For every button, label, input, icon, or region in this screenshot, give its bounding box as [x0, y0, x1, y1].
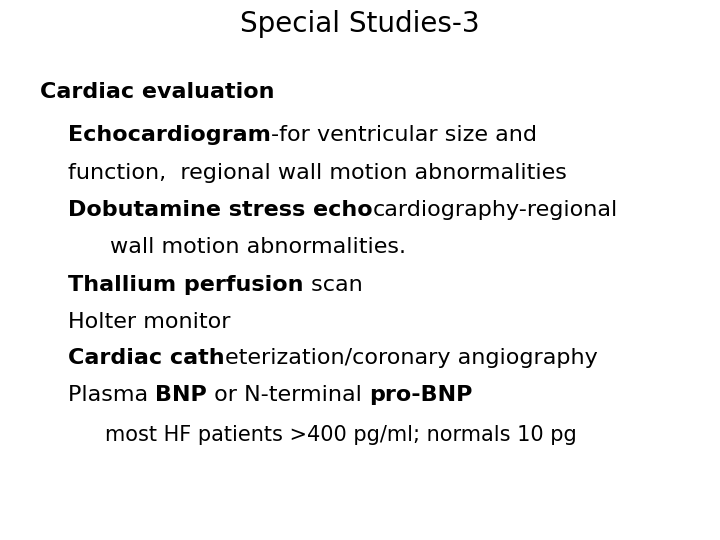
Text: most HF patients >400 pg/ml; normals 10 pg: most HF patients >400 pg/ml; normals 10 …: [105, 425, 577, 445]
Text: Holter monitor: Holter monitor: [68, 312, 230, 332]
Text: Special Studies-3: Special Studies-3: [240, 10, 480, 38]
Text: eterization/coronary angiography: eterization/coronary angiography: [225, 348, 598, 368]
Text: scan: scan: [304, 275, 362, 295]
Text: -for ventricular size and: -for ventricular size and: [271, 125, 537, 145]
Text: Plasma: Plasma: [68, 385, 156, 405]
Text: Cardiac cath: Cardiac cath: [68, 348, 225, 368]
Text: or N-terminal: or N-terminal: [207, 385, 369, 405]
Text: Dobutamine stress echo: Dobutamine stress echo: [68, 200, 373, 220]
Text: cardiography-regional: cardiography-regional: [373, 200, 618, 220]
Text: Cardiac evaluation: Cardiac evaluation: [40, 82, 274, 102]
Text: function,  regional wall motion abnormalities: function, regional wall motion abnormali…: [68, 163, 567, 183]
Text: BNP: BNP: [156, 385, 207, 405]
Text: Echocardiogram: Echocardiogram: [68, 125, 271, 145]
Text: wall motion abnormalities.: wall motion abnormalities.: [110, 237, 406, 257]
Text: pro-BNP: pro-BNP: [369, 385, 472, 405]
Text: Thallium perfusion: Thallium perfusion: [68, 275, 304, 295]
